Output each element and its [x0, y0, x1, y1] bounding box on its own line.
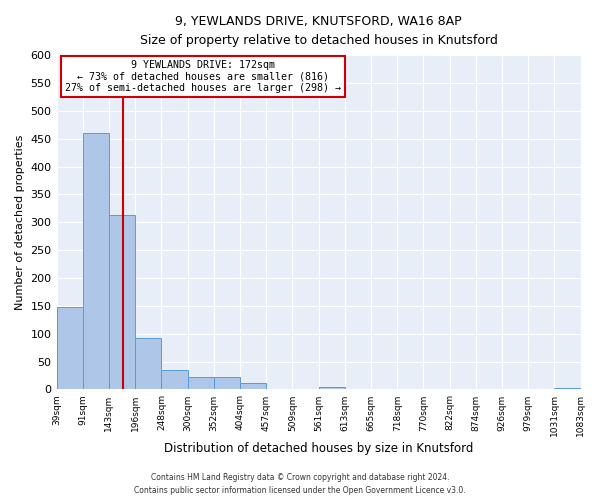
Text: Contains HM Land Registry data © Crown copyright and database right 2024.
Contai: Contains HM Land Registry data © Crown c…: [134, 474, 466, 495]
Bar: [83, 133, 109, 390]
Bar: [161, 370, 188, 390]
Bar: [554, 388, 581, 390]
Title: 9, YEWLANDS DRIVE, KNUTSFORD, WA16 8AP
Size of property relative to detached hou: 9, YEWLANDS DRIVE, KNUTSFORD, WA16 8AP S…: [140, 15, 497, 47]
Bar: [214, 376, 240, 390]
Text: 9 YEWLANDS DRIVE: 172sqm
← 73% of detached houses are smaller (816)
27% of semi-: 9 YEWLANDS DRIVE: 172sqm ← 73% of detach…: [65, 60, 341, 94]
Bar: [136, 338, 161, 390]
Bar: [240, 383, 266, 390]
X-axis label: Distribution of detached houses by size in Knutsford: Distribution of detached houses by size …: [164, 442, 473, 455]
Bar: [319, 386, 344, 390]
Y-axis label: Number of detached properties: Number of detached properties: [15, 134, 25, 310]
Bar: [56, 307, 83, 390]
Bar: [188, 376, 214, 390]
Bar: [109, 215, 136, 390]
